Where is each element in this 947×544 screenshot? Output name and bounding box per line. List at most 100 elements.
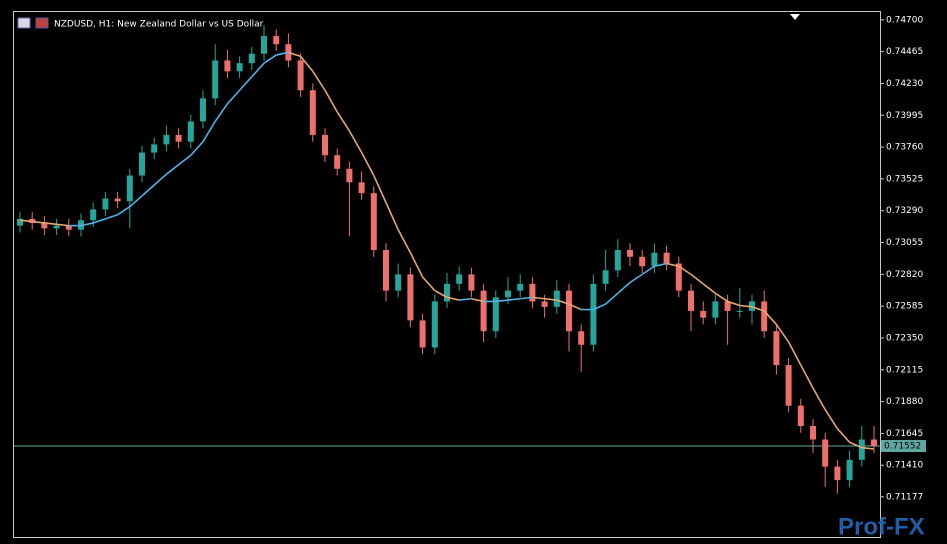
candle-body [736, 310, 743, 312]
candle-body [468, 274, 475, 291]
ma-segment [92, 218, 106, 224]
ma-segment [739, 304, 753, 308]
ma-segment [459, 297, 472, 301]
price-tag-label: 0.71552 [884, 442, 921, 452]
candle-body [431, 301, 438, 348]
ma-segment [763, 310, 777, 325]
candle-body [834, 466, 841, 481]
candle-body [871, 439, 877, 447]
candle-body [346, 168, 353, 183]
ma-segment [641, 265, 655, 276]
y-tick-label: 0.71880 [886, 397, 923, 407]
candle-body [675, 263, 682, 291]
candle-body [444, 283, 450, 302]
ma-segment [422, 276, 436, 292]
price-tag [881, 440, 926, 453]
y-tick-label: 0.72115 [886, 365, 923, 375]
ma-segment [714, 292, 729, 303]
ma-segment [556, 299, 570, 305]
y-tick-label: 0.73760 [886, 143, 923, 153]
ma-segment [617, 281, 631, 294]
ma-segment [824, 409, 839, 430]
candle-body [529, 283, 536, 302]
candle-body [578, 331, 585, 345]
ma-segment [775, 323, 790, 343]
ma-segment [312, 70, 326, 91]
candle-body [858, 439, 865, 460]
ma-segment [507, 297, 521, 301]
candle-body [358, 182, 365, 194]
y-tick-label: 0.72820 [886, 270, 923, 280]
ma-segment [226, 89, 241, 105]
ma-segment [629, 273, 643, 284]
y-tick-label: 0.73290 [886, 206, 923, 216]
y-tick-label: 0.74465 [886, 47, 923, 57]
y-tick-label: 0.72585 [886, 302, 923, 312]
candle-body [492, 297, 499, 332]
candle-body [126, 175, 133, 202]
ma-segment [409, 252, 424, 278]
candle-body [236, 63, 243, 72]
ma-segment [446, 296, 460, 301]
y-tick-label: 0.74230 [886, 79, 923, 89]
ma-segment [202, 120, 216, 143]
ma-segment [702, 283, 716, 294]
candle-body [761, 301, 768, 332]
candle-body [724, 301, 731, 311]
ma-segment [397, 229, 412, 254]
ma-segment [263, 54, 277, 64]
candle-body [566, 290, 572, 332]
symbol-icons [17, 17, 49, 29]
candle-body [602, 270, 609, 284]
candle-body [273, 36, 280, 45]
ma-segment [654, 262, 667, 268]
candle-body [663, 252, 670, 264]
ma-segment [141, 184, 155, 197]
candle-body [41, 222, 48, 229]
ma-segment [348, 130, 363, 153]
ma-segment [751, 306, 765, 312]
y-tick-label: 0.72350 [886, 333, 923, 343]
candle-body [480, 290, 487, 332]
candle-body [712, 301, 719, 318]
ma-segment [336, 111, 351, 132]
ma-segment [532, 296, 545, 300]
ma-segment [214, 103, 229, 122]
candle-body [419, 320, 426, 348]
candle-body [407, 274, 414, 321]
ma-segment [44, 222, 57, 226]
candle-body [773, 331, 780, 366]
candle-body [383, 249, 389, 291]
candle-body [248, 53, 255, 64]
icon [17, 17, 31, 29]
candle-body [370, 193, 377, 250]
ma-segment [666, 262, 679, 268]
candle-body [297, 60, 304, 91]
plot: 0.74700 0.74465 0.74230 0.73995 0.73760 0.735… [14, 15, 926, 502]
ma-segment [299, 55, 314, 72]
ma-segment [80, 222, 94, 227]
ma-segment [861, 446, 875, 450]
ma-segment [800, 364, 814, 389]
candle-body [309, 90, 316, 135]
candle-body [590, 283, 597, 345]
ma-segment [836, 428, 851, 443]
ma-segment [471, 297, 484, 303]
watermark: Prof-FX [838, 513, 925, 540]
ma-segment [105, 214, 118, 220]
ma-segment [690, 273, 704, 285]
ma-segment [495, 299, 509, 303]
candle-body [224, 60, 231, 72]
candle-body [65, 225, 72, 230]
candle-body [797, 405, 804, 426]
ma-segment [678, 265, 692, 276]
candle-body [163, 134, 170, 145]
candle-body [212, 60, 219, 99]
candle-body [688, 290, 694, 311]
ma-segment [360, 152, 375, 176]
y-tick-label: 0.71410 [886, 461, 923, 471]
ma-segment [117, 206, 131, 216]
ma-segment [251, 62, 265, 78]
candle-body [614, 249, 621, 271]
